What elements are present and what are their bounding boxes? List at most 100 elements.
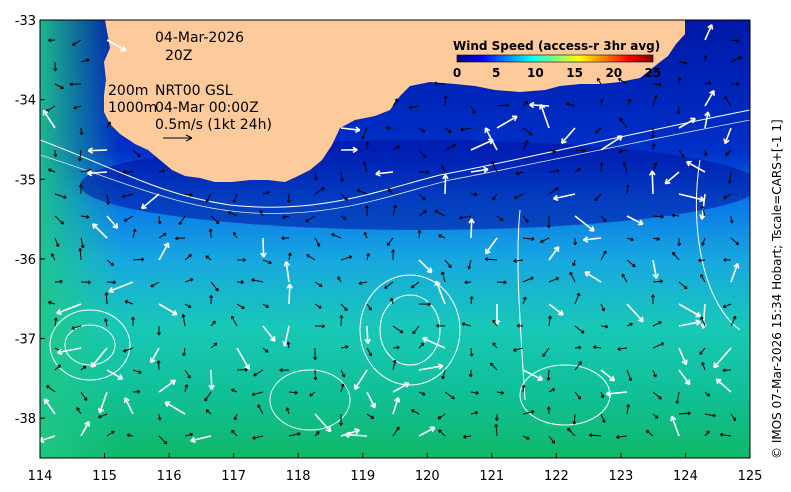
velocity-arrow	[285, 261, 290, 283]
velocity-arrow-head	[724, 96, 728, 100]
velocity-arrow-head	[170, 379, 176, 386]
velocity-arrow-head	[268, 260, 272, 265]
velocity-arrow-head	[437, 415, 442, 420]
velocity-arrow	[392, 346, 400, 349]
x-tick-label: 120	[415, 469, 440, 484]
velocity-arrow-head	[553, 246, 560, 252]
velocity-arrow	[730, 215, 733, 224]
velocity-arrow	[418, 210, 427, 217]
velocity-arrow-head	[448, 129, 452, 133]
velocity-arrow-head	[399, 329, 404, 334]
velocity-arrow-head	[230, 315, 235, 320]
velocity-arrow-head	[670, 415, 677, 422]
velocity-arrow	[105, 292, 108, 305]
velocity-arrow-head	[60, 221, 64, 225]
contour-line	[517, 209, 526, 401]
velocity-arrow-head	[632, 263, 636, 268]
velocity-arrow-head	[551, 440, 556, 444]
velocity-arrow-head	[722, 368, 726, 373]
velocity-arrow-head	[156, 332, 161, 336]
velocity-arrow	[730, 413, 737, 421]
velocity-arrow	[184, 303, 192, 308]
velocity-arrow-head	[232, 199, 237, 203]
x-tick-label: 115	[92, 469, 117, 484]
velocity-arrow-head	[354, 428, 360, 435]
velocity-arrow-head	[469, 296, 474, 300]
x-tick-label: 124	[673, 469, 698, 484]
velocity-arrow	[704, 82, 711, 85]
velocity-arrow-head	[524, 139, 529, 144]
velocity-arrow-head	[604, 324, 609, 329]
velocity-arrow-head	[729, 220, 734, 224]
velocity-arrow-head	[157, 220, 162, 225]
velocity-arrow-head	[208, 228, 213, 232]
velocity-arrow	[418, 127, 426, 133]
velocity-arrow	[233, 232, 238, 239]
velocity-arrow-head	[467, 265, 472, 270]
velocity-arrow	[331, 233, 342, 239]
velocity-arrow-head	[703, 55, 708, 59]
velocity-arrow	[54, 83, 64, 89]
velocity-arrow-head	[137, 153, 141, 158]
velocity-arrow-head	[266, 190, 270, 195]
velocity-arrow-head	[593, 345, 597, 350]
velocity-arrow-head	[628, 377, 633, 382]
y-tick-label: -33	[15, 14, 36, 29]
velocity-arrow-head	[552, 194, 559, 202]
velocity-arrow	[548, 149, 557, 153]
velocity-arrow	[489, 362, 498, 371]
velocity-arrow-head	[78, 184, 83, 188]
velocity-arrow	[600, 250, 607, 261]
velocity-arrow	[548, 170, 560, 173]
velocity-arrow-head	[499, 217, 504, 221]
velocity-arrow-head	[321, 324, 326, 329]
velocity-arrow	[184, 254, 192, 261]
velocity-arrow	[80, 127, 83, 135]
velocity-arrow	[106, 430, 115, 437]
velocity-arrow	[704, 413, 716, 417]
velocity-arrow-head	[468, 218, 475, 224]
velocity-arrow	[600, 162, 603, 173]
velocity-arrow-head	[55, 243, 60, 248]
velocity-arrow-head	[124, 300, 129, 304]
velocity-arrow-head	[492, 319, 496, 324]
velocity-arrow	[54, 317, 57, 327]
velocity-arrow	[233, 193, 238, 203]
velocity-arrow-head	[436, 323, 440, 328]
velocity-arrow-head	[707, 81, 712, 86]
velocity-arrow-head	[353, 384, 360, 391]
velocity-arrow-head	[384, 285, 388, 289]
velocity-arrow	[184, 384, 188, 393]
velocity-arrow-head	[637, 219, 644, 226]
velocity-arrow-head	[511, 115, 518, 122]
velocity-arrow	[305, 215, 316, 222]
velocity-arrow	[626, 259, 636, 268]
velocity-arrow-head	[396, 426, 400, 431]
velocity-arrow-head	[621, 273, 626, 278]
velocity-arrow	[461, 323, 472, 327]
velocity-arrow	[495, 424, 498, 437]
velocity-arrow-head	[701, 361, 705, 366]
velocity-arrow	[652, 413, 659, 419]
velocity-arrow	[730, 315, 737, 327]
velocity-arrow	[204, 391, 212, 402]
velocity-arrow-head	[706, 392, 711, 397]
velocity-arrow	[484, 127, 498, 151]
velocity-arrow-head	[537, 375, 544, 381]
velocity-arrow	[553, 193, 576, 200]
velocity-arrow-head	[680, 154, 685, 158]
velocity-arrow	[262, 237, 265, 258]
velocity-arrow-head	[484, 257, 489, 262]
velocity-arrow-head	[56, 308, 62, 316]
velocity-arrow	[438, 429, 446, 437]
velocity-arrow	[364, 232, 368, 239]
velocity-arrow-head	[340, 383, 345, 388]
velocity-arrow	[704, 149, 707, 157]
x-tick-label: 122	[544, 469, 569, 484]
velocity-arrow	[184, 369, 191, 379]
velocity-arrow-head	[162, 232, 167, 237]
velocity-arrow	[412, 325, 420, 335]
velocity-arrow	[720, 433, 732, 437]
velocity-arrow	[262, 259, 272, 264]
